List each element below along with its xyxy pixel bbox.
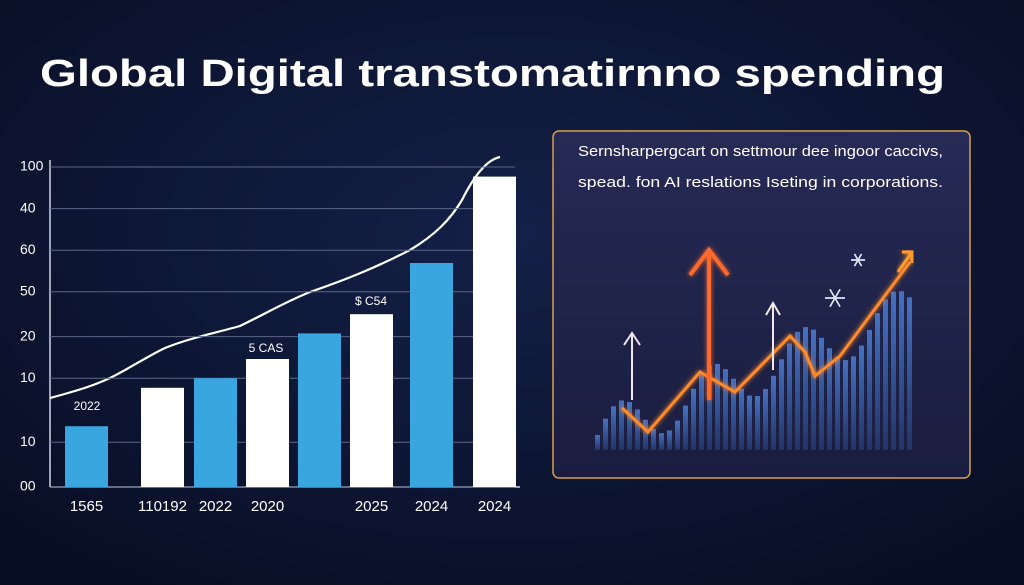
y-tick-label: 10 <box>20 369 36 385</box>
bar-annotation: 2022 <box>74 399 101 413</box>
bar <box>141 387 184 487</box>
panel-text: Sernsharpergcart on settmour dee ingoor … <box>578 143 943 160</box>
decor-bar <box>611 406 616 450</box>
decor-arrow <box>688 246 730 400</box>
bar <box>246 359 289 487</box>
decor-bar <box>683 405 688 450</box>
decor-bar <box>667 430 672 450</box>
x-tick-label: 1565 <box>70 498 103 515</box>
decor-bar <box>827 348 832 450</box>
chart-title: Global Digital transtomatirnno spending <box>40 53 945 95</box>
decor-bar <box>851 356 856 450</box>
bar <box>350 314 393 487</box>
bar <box>194 378 237 487</box>
decor-arrow <box>765 301 781 370</box>
decor-line <box>620 261 912 435</box>
decor-bar <box>619 400 624 450</box>
decor-bar <box>787 343 792 450</box>
x-tick-label: 2020 <box>251 498 284 515</box>
x-tick-label: 2025 <box>355 498 388 515</box>
decor-bar <box>699 374 704 450</box>
decor-bar <box>603 418 608 450</box>
panel-text: spead. fon AI reslations Iseting in corp… <box>578 174 943 191</box>
decor-bar <box>731 378 736 450</box>
decor-bar <box>595 435 600 450</box>
decor-bar <box>707 365 712 450</box>
y-tick-label: 100 <box>20 158 44 174</box>
y-tick-label: 00 <box>20 478 36 494</box>
x-tick-label: 2022 <box>199 498 232 515</box>
bar-annotation: $ C54 <box>355 294 387 308</box>
y-tick-label: 40 <box>20 199 36 215</box>
decor-arrow <box>623 331 641 400</box>
y-tick-label: 60 <box>20 241 36 257</box>
decor-bar <box>723 369 728 450</box>
bar <box>410 263 453 487</box>
trend-curve <box>49 155 501 400</box>
bar-annotation: 5 CAS <box>249 341 284 355</box>
decor-bar <box>891 291 896 450</box>
decor-bar <box>819 337 824 450</box>
x-tick-label: 2024 <box>415 498 448 515</box>
decor-bar <box>715 363 720 450</box>
decor-arrow <box>896 250 914 273</box>
decorative-chart <box>595 246 914 450</box>
decor-bar <box>627 401 632 450</box>
decor-bar <box>771 375 776 450</box>
decor-bar <box>635 409 640 450</box>
decor-bar <box>835 356 840 450</box>
decor-bar <box>691 388 696 450</box>
bar <box>65 426 108 487</box>
decor-bar <box>675 420 680 450</box>
x-tick-label: 110192 <box>138 498 187 515</box>
decor-bar <box>795 331 800 450</box>
insight-panel <box>552 130 971 479</box>
decor-bar <box>867 329 872 450</box>
bar <box>473 176 516 487</box>
decor-bar <box>803 327 808 450</box>
decor-bar <box>659 433 664 450</box>
y-tick-label: 10 <box>20 433 36 449</box>
decor-bar <box>899 291 904 450</box>
x-tick-label: 2024 <box>478 498 511 515</box>
decor-bar <box>763 389 768 450</box>
decor-bar <box>875 313 880 450</box>
decor-bar <box>883 299 888 450</box>
y-tick-label: 20 <box>20 327 36 343</box>
y-tick-label: 50 <box>20 283 36 299</box>
bar <box>298 333 341 487</box>
decor-bar <box>755 395 760 450</box>
decor-snowflake <box>853 253 863 267</box>
decor-bar <box>747 395 752 450</box>
decor-snowflake <box>829 288 841 308</box>
decor-bar <box>651 428 656 450</box>
decor-bar <box>779 359 784 450</box>
decor-bar <box>907 297 912 450</box>
decor-bar <box>739 388 744 450</box>
decor-bar <box>859 345 864 450</box>
decor-bar <box>843 360 848 450</box>
decor-bar <box>811 329 816 450</box>
decor-bar <box>643 419 648 450</box>
